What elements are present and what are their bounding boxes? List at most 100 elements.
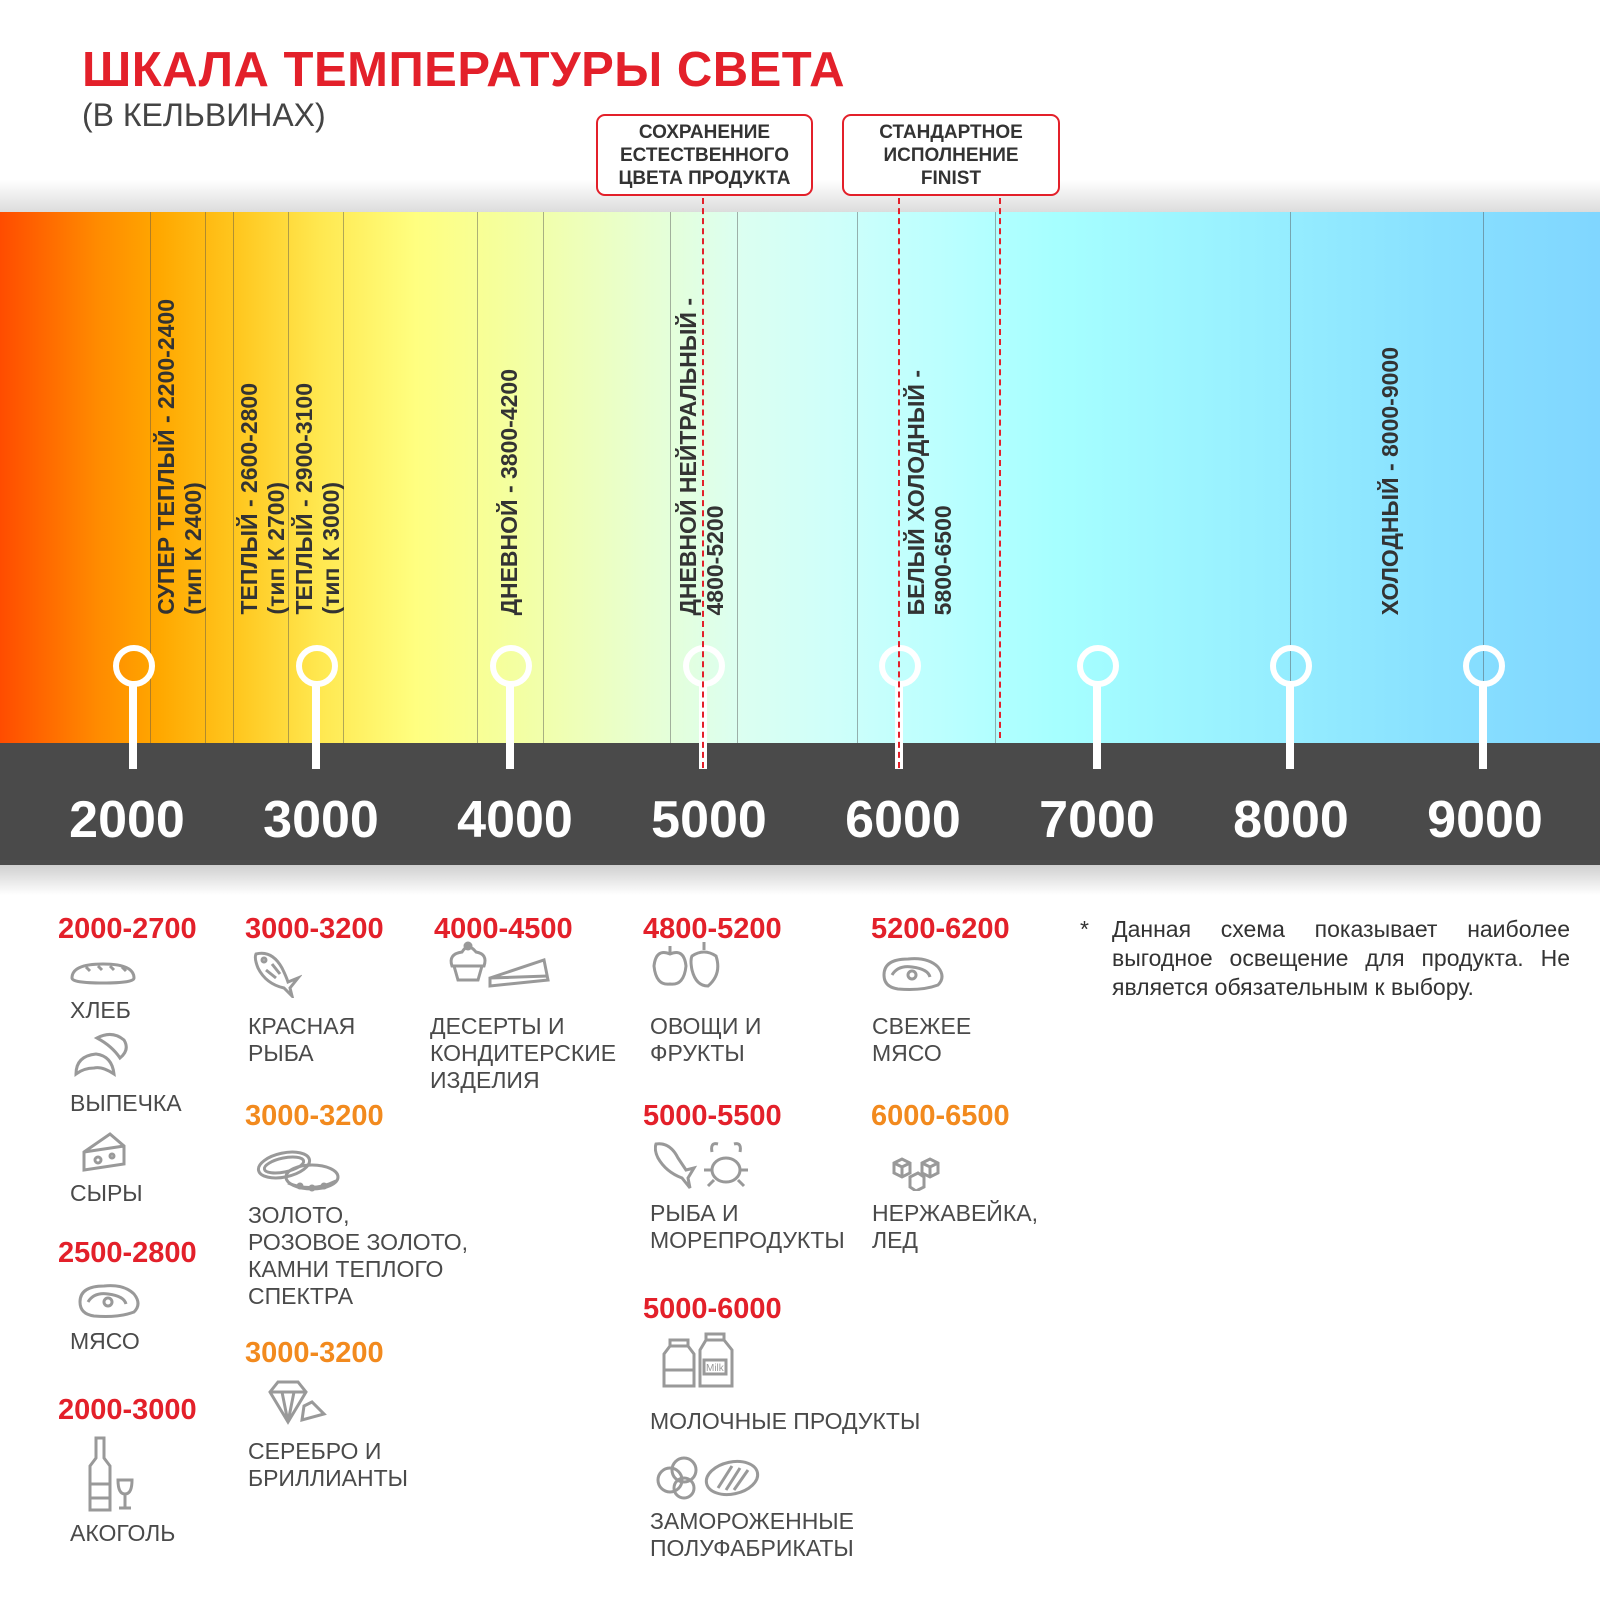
band-label-line: (тип К 2700) [263, 482, 289, 615]
band-divider [233, 212, 234, 743]
pin-marker-2000 [111, 643, 155, 769]
range-label: 4000-4500 [434, 913, 573, 945]
band-label-cold: ХОЛОДНЫЙ - 8000-9000 [1377, 347, 1404, 615]
tick-label: 2000 [69, 791, 185, 849]
natural-color-indicator-line [702, 198, 704, 768]
callout-line: ЦВЕТА ПРОДУКТА [618, 167, 791, 189]
tick-label: 3000 [263, 791, 379, 849]
band-label-line: БЕЛЫЙ ХОЛОДНЫЙ - [903, 369, 929, 615]
band-divider [288, 212, 289, 743]
range-label: 3000-3200 [245, 1100, 384, 1132]
product-label: МОЛОЧНЫЕ ПРОДУКТЫ [650, 1408, 921, 1434]
asterisk: * [1080, 916, 1089, 942]
label-line: КРАСНАЯ [248, 1013, 356, 1039]
product-label: КРАСНАЯ РЫБА [248, 1013, 355, 1067]
product-label: СЕРЕБРО И БРИЛЛИАНТЫ [248, 1438, 408, 1492]
label-line: СПЕКТРА [248, 1283, 354, 1309]
band-divider [477, 212, 478, 743]
band-divider [150, 212, 151, 743]
pin-marker-9000 [1461, 643, 1505, 769]
range-label: 5000-5500 [643, 1100, 782, 1132]
callout-line: СОХРАНЕНИЕ [638, 121, 771, 143]
range-label: 3000-3200 [245, 1337, 384, 1369]
label-line: КОНДИТЕРСКИЕ [430, 1040, 617, 1066]
product-label: СЫРЫ [70, 1180, 143, 1206]
standard-finist-indicator-line [898, 198, 900, 768]
callout-line: ЕСТЕСТВЕННОГО [620, 144, 789, 166]
standard-finist-indicator-line [999, 198, 1001, 738]
axis-shadow [0, 865, 1600, 895]
bottle-glass-icon [88, 1436, 138, 1512]
label-line: БРИЛЛИАНТЫ [248, 1465, 409, 1491]
rings-icon [256, 1145, 340, 1195]
band-label-cool-white: БЕЛЫЙ ХОЛОДНЫЙ -5800-6500 [903, 370, 957, 615]
product-label: ОВОЩИ И ФРУКТЫ [650, 1013, 761, 1067]
callout-standard-finist: СТАНДАРТНОЕ ИСПОЛНЕНИЕ FINIST [842, 114, 1060, 196]
band-divider [1290, 212, 1291, 743]
kelvin-axis-bar [0, 743, 1600, 865]
band-label-daylight: ДНЕВНОЙ - 3800-4200 [496, 369, 523, 615]
band-label-super-warm: СУПЕР ТЕПЛЫЙ - 2200-2400 (тип К 2400) [153, 299, 207, 615]
band-divider [205, 212, 206, 743]
product-label: НЕРЖАВЕЙКА, ЛЕД [872, 1200, 1038, 1254]
label-line: РЫБА И [650, 1200, 739, 1226]
product-label: СВЕЖЕЕ МЯСО [872, 1013, 971, 1067]
band-label-line: 5800-6500 [930, 505, 956, 615]
apple-pepper-icon [652, 940, 722, 990]
callout-line: СТАНДАРТНОЕ [879, 121, 1023, 143]
band-divider [343, 212, 344, 743]
tick-label: 7000 [1039, 791, 1155, 849]
product-label: МЯСО [70, 1328, 140, 1354]
label-line: ИЗДЕЛИЯ [430, 1067, 540, 1093]
callout-line: ИСПОЛНЕНИЕ [883, 144, 1019, 166]
band-divider [737, 212, 738, 743]
label-line: ЛЕД [872, 1227, 919, 1253]
tick-label: 4000 [457, 791, 573, 849]
band-label-line: ДНЕВНОЙ НЕЙТРАЛЬНЫЙ - [675, 297, 701, 616]
range-label: 5000-6000 [643, 1293, 782, 1325]
steak-icon [878, 955, 948, 995]
label-line: МОРЕПРОДУКТЫ [650, 1227, 845, 1253]
label-line: СЕРЕБРО И [248, 1438, 382, 1464]
range-label: 3000-3200 [245, 913, 384, 945]
product-label: ЗОЛОТО, РОЗОВОЕ ЗОЛОТО, КАМНИ ТЕПЛОГО СПЕКТ… [248, 1202, 468, 1310]
label-line: ОВОЩИ И [650, 1013, 762, 1039]
pin-marker-3000 [294, 643, 338, 769]
tick-label: 8000 [1233, 791, 1349, 849]
range-label: 6000-6500 [871, 1100, 1010, 1132]
tick-label: 5000 [651, 791, 767, 849]
label-line: ДЕСЕРТЫ И [430, 1013, 565, 1039]
label-line: СВЕЖЕЕ [872, 1013, 972, 1039]
callout-line: FINIST [920, 167, 982, 189]
range-label: 2500-2800 [58, 1237, 197, 1269]
band-label-line: ДНЕВНОЙ - 3800-4200 [496, 368, 522, 615]
label-line: РЫБА [248, 1040, 314, 1066]
frozen-food-icon [654, 1452, 764, 1500]
band-label-line: (тип К 3000) [318, 482, 344, 615]
range-label: 2000-2700 [58, 913, 197, 945]
band-divider [1483, 212, 1484, 743]
band-divider [857, 212, 858, 743]
callout-natural-color: СОХРАНЕНИЕ ЕСТЕСТВЕННОГО ЦВЕТА ПРОДУКТА [596, 114, 813, 196]
page-title: ШКАЛА ТЕМПЕРАТУРЫ СВЕТА [82, 43, 846, 97]
label-line: ФРУКТЫ [650, 1040, 745, 1066]
pin-marker-7000 [1075, 643, 1119, 769]
range-label: 5200-6200 [871, 913, 1010, 945]
band-label-line: ТЕПЛЫЙ - 2600-2800 [236, 383, 262, 615]
disclaimer-note: * Данная схема показывает наиболее выгод… [1080, 915, 1570, 1002]
band-label-warm-2700: ТЕПЛЫЙ - 2600-2800 (тип К 2700) [236, 383, 290, 615]
bread-icon [68, 958, 138, 988]
label-line: ЗАМОРОЖЕННЫЕ [650, 1508, 855, 1534]
product-label: АКОГОЛЬ [70, 1520, 176, 1546]
label-line: НЕРЖАВЕЙКА, [872, 1200, 1038, 1226]
diamond-icon [266, 1380, 330, 1426]
product-label: ЗАМОРОЖЕННЫЕ ПОЛУФАБРИКАТЫ [650, 1508, 854, 1562]
cheese-icon [80, 1130, 130, 1174]
band-divider [670, 212, 671, 743]
pin-marker-4000 [488, 643, 532, 769]
label-line: МЯСО [872, 1040, 942, 1066]
range-label: 2000-3000 [58, 1394, 197, 1426]
fish-crab-icon [654, 1140, 754, 1190]
cake-icon [446, 940, 556, 992]
product-label: РЫБА И МОРЕПРОДУКТЫ [650, 1200, 845, 1254]
